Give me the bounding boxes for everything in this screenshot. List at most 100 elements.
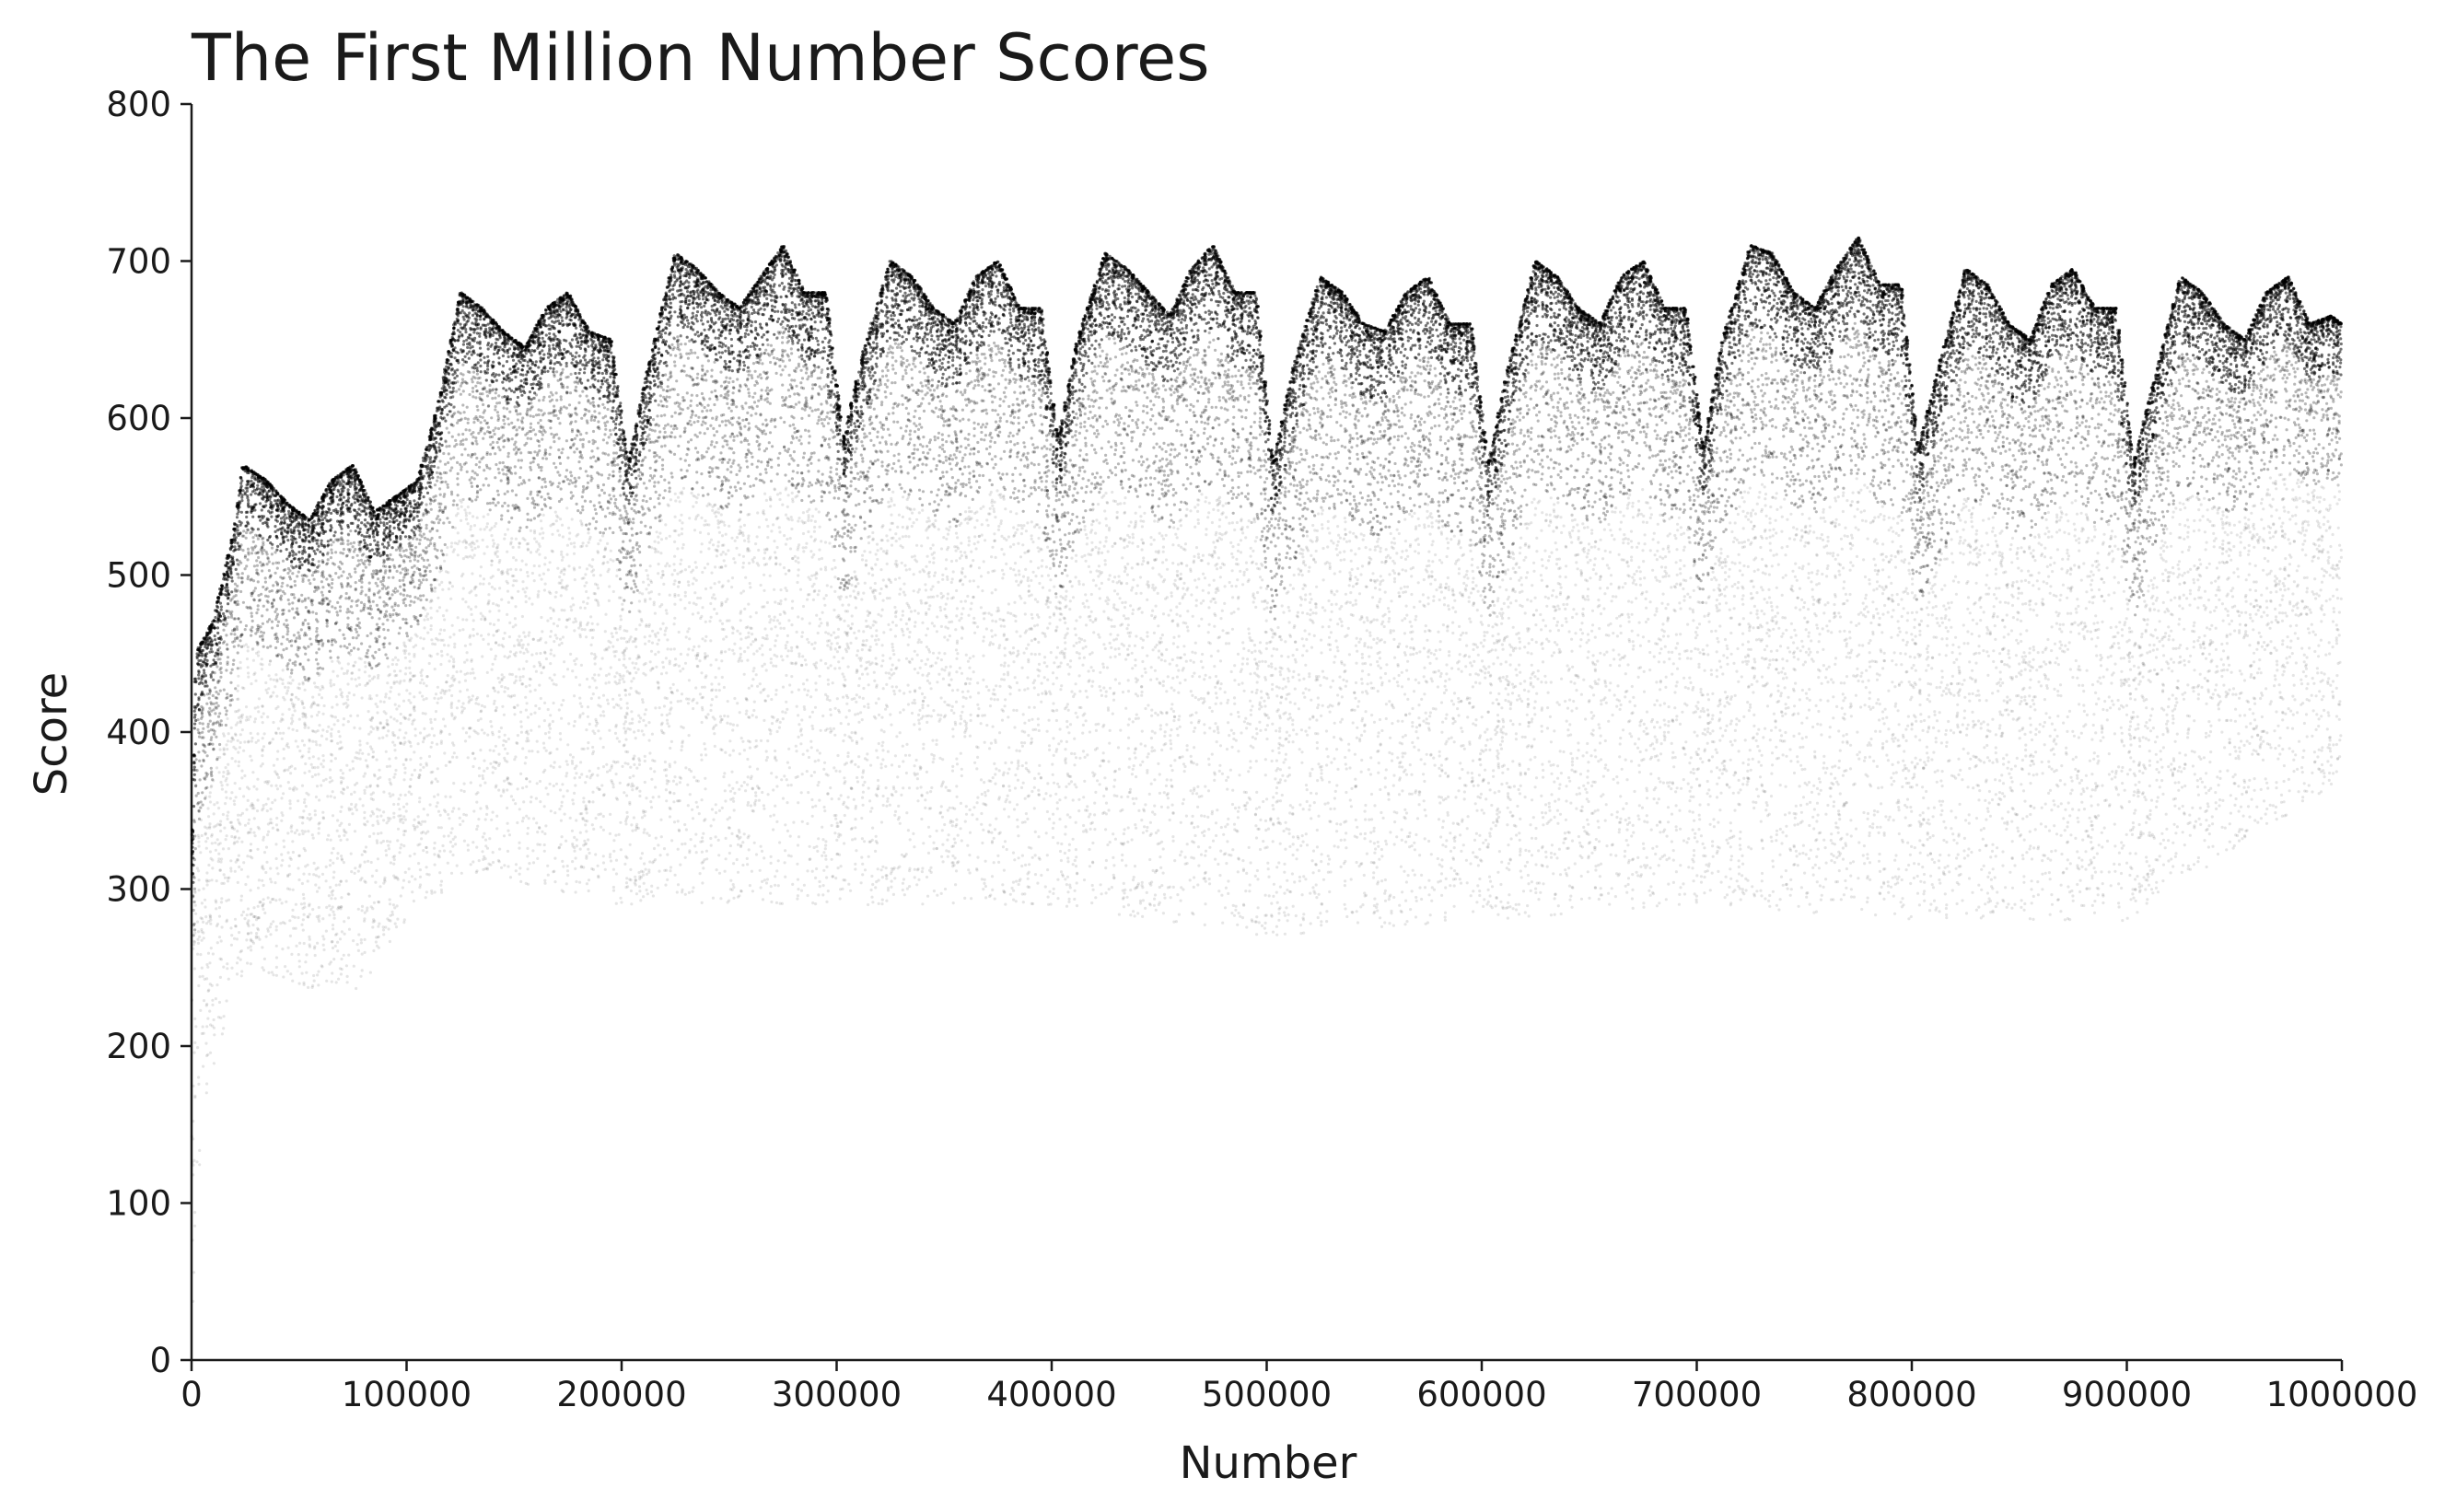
scatter-point — [252, 541, 255, 543]
scatter-point — [383, 585, 386, 587]
scatter-point — [227, 593, 230, 596]
scatter-point — [254, 834, 257, 837]
scatter-point — [204, 1042, 207, 1045]
scatter-point — [387, 629, 390, 632]
scatter-point — [218, 646, 221, 649]
scatter-point — [311, 984, 314, 987]
scatter-point — [279, 543, 282, 546]
scatter-point — [400, 894, 402, 897]
scatter-point — [192, 1120, 194, 1122]
scatter-point — [327, 639, 330, 642]
scatter-point — [273, 599, 275, 601]
scatter-point — [251, 536, 254, 539]
scatter-point — [353, 965, 355, 968]
scatter-point — [262, 908, 264, 911]
scatter-point — [312, 974, 315, 977]
scatter-point — [422, 766, 425, 769]
scatter-point — [398, 808, 401, 810]
scatter-point — [239, 899, 242, 901]
scatter-point — [320, 964, 323, 967]
scatter-point — [227, 656, 229, 658]
scatter-point — [239, 486, 242, 489]
scatter-point — [303, 744, 306, 747]
scatter-point — [426, 632, 429, 634]
scatter-point — [202, 682, 204, 685]
scatter-point — [212, 679, 215, 681]
scatter-point — [369, 543, 372, 546]
scatter-point — [288, 888, 291, 890]
scatter-point — [245, 624, 248, 627]
scatter-point — [298, 682, 301, 685]
scatter-point — [357, 647, 360, 650]
scatter-point — [331, 739, 333, 742]
scatter-point — [332, 871, 335, 874]
scatter-point — [315, 658, 318, 661]
scatter-point — [419, 530, 422, 533]
scatter-point — [318, 647, 320, 650]
scatter-point — [254, 717, 257, 720]
scatter-point — [418, 542, 421, 545]
scatter-point — [354, 866, 356, 869]
scatter-point — [250, 737, 253, 739]
scatter-point — [192, 864, 195, 866]
scatter-point — [271, 601, 274, 604]
scatter-point — [325, 980, 328, 983]
scatter-point — [368, 835, 371, 838]
scatter-point — [242, 911, 245, 913]
scatter-point — [250, 856, 253, 859]
scatter-point — [301, 580, 304, 583]
scatter-point — [255, 611, 258, 614]
scatter-point — [355, 624, 358, 627]
scatter-point — [430, 434, 433, 436]
scatter-point — [318, 560, 320, 563]
scatter-point — [196, 866, 199, 869]
scatter-point — [396, 646, 399, 649]
scatter-point — [269, 695, 272, 698]
scatter-point — [409, 741, 412, 744]
scatter-point — [261, 715, 263, 718]
scatter-point — [308, 579, 310, 582]
scatter-point — [419, 769, 422, 772]
scatter-point — [334, 551, 337, 553]
scatter-point — [196, 921, 199, 924]
scatter-point — [212, 952, 215, 955]
scatter-point — [197, 696, 200, 699]
scatter-point — [197, 669, 200, 672]
scatter-point — [204, 899, 206, 901]
scatter-point — [366, 820, 368, 823]
scatter-point — [349, 576, 352, 578]
scatter-point — [303, 902, 306, 905]
scatter-point — [370, 748, 373, 750]
scatter-point — [389, 520, 391, 523]
scatter-point — [426, 831, 429, 833]
scatter-point — [200, 692, 203, 695]
scatter-point — [419, 763, 422, 766]
scatter-point — [219, 620, 222, 622]
scatter-point — [366, 634, 368, 637]
scatter-point — [330, 795, 332, 797]
scatter-point — [339, 937, 342, 940]
scatter-point — [255, 741, 258, 744]
scatter-point — [226, 748, 228, 750]
scatter-point — [269, 901, 272, 903]
scatter-point — [395, 680, 398, 683]
scatter-point — [339, 735, 342, 738]
scatter-point — [247, 666, 250, 669]
scatter-point — [382, 577, 385, 580]
scatter-point — [240, 974, 243, 977]
scatter-point — [237, 573, 239, 576]
scatter-point — [225, 797, 227, 799]
scatter-point — [297, 512, 300, 515]
scatter-point — [334, 945, 337, 948]
scatter-point — [389, 902, 391, 905]
scatter-point — [369, 785, 372, 787]
scatter-point — [227, 877, 230, 879]
scatter-point — [282, 792, 285, 795]
scatter-point — [288, 799, 291, 802]
scatter-point — [226, 587, 228, 589]
scatter-point — [410, 553, 413, 556]
scatter-point — [328, 894, 331, 897]
scatter-point — [405, 510, 408, 513]
scatter-point — [291, 513, 294, 516]
scatter-point — [402, 642, 405, 645]
